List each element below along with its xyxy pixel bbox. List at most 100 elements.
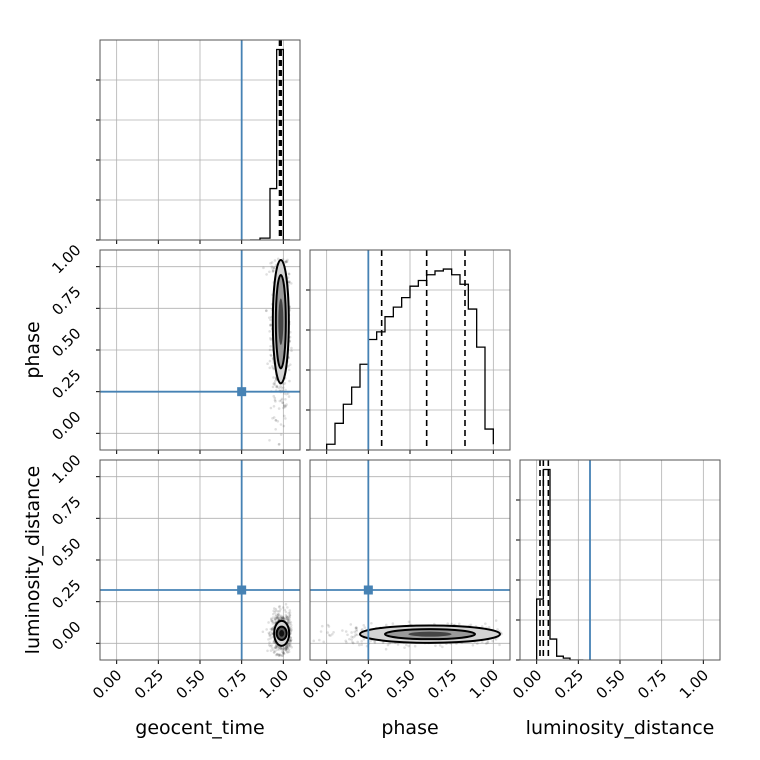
scatter-point bbox=[270, 365, 274, 368]
scatter-point bbox=[288, 622, 292, 625]
scatter-point bbox=[282, 406, 285, 410]
scatter-point bbox=[276, 614, 280, 617]
scatter-point bbox=[285, 650, 289, 653]
scatter-point bbox=[283, 608, 287, 612]
scatter-point bbox=[272, 612, 275, 616]
scatter-point bbox=[280, 616, 283, 620]
truth-marker bbox=[237, 585, 247, 595]
scatter-point bbox=[286, 606, 289, 609]
scatter-point bbox=[276, 648, 279, 651]
scatter-point bbox=[269, 336, 272, 340]
scatter-point bbox=[288, 639, 292, 642]
scatter-point bbox=[276, 610, 280, 613]
scatter-point bbox=[269, 323, 272, 326]
scatter-point bbox=[273, 618, 277, 622]
scatter-point bbox=[271, 635, 274, 639]
scatter-point bbox=[290, 628, 293, 631]
scatter-point bbox=[496, 628, 499, 631]
scatter-point bbox=[269, 617, 273, 620]
scatter-point bbox=[273, 381, 276, 385]
scatter-point bbox=[269, 318, 272, 322]
panel-luminosity_distance-luminosity_distance: 0.00 0.25 0.50 0.75 1.00 bbox=[509, 459, 721, 702]
scatter-point bbox=[288, 640, 292, 643]
scatter-point bbox=[381, 641, 385, 644]
scatter-point bbox=[329, 634, 332, 637]
panel-frame bbox=[99, 459, 301, 661]
scatter-point bbox=[274, 615, 277, 618]
panel-frame bbox=[519, 459, 721, 661]
scatter-point bbox=[286, 618, 290, 622]
scatter-point bbox=[269, 323, 273, 327]
scatter-point bbox=[405, 643, 408, 647]
scatter-point bbox=[271, 269, 275, 272]
scatter-point bbox=[494, 638, 498, 641]
scatter-point bbox=[270, 626, 274, 630]
scatter-point bbox=[280, 648, 284, 651]
x-tick-label: 1.00 bbox=[256, 666, 292, 702]
x-tick-label: 0.25 bbox=[551, 666, 587, 702]
scatter-point bbox=[277, 617, 281, 620]
scatter-point bbox=[272, 651, 276, 654]
scatter-point bbox=[285, 392, 288, 396]
scatter-point bbox=[360, 639, 363, 643]
scatter-point bbox=[289, 639, 292, 642]
scatter-point bbox=[280, 646, 284, 650]
scatter-point bbox=[268, 366, 272, 370]
scatter-point bbox=[283, 618, 287, 621]
y-tick-label: 1.00 bbox=[48, 241, 84, 277]
scatter-point bbox=[274, 609, 278, 613]
scatter-point bbox=[350, 638, 353, 641]
scatter-point bbox=[275, 617, 279, 620]
scatter-point bbox=[279, 423, 283, 426]
scatter-point bbox=[273, 396, 277, 400]
scatter-point bbox=[350, 635, 353, 639]
scatter-point bbox=[480, 640, 484, 644]
scatter-point bbox=[262, 266, 265, 270]
xlabel-geocent-time: geocent_time bbox=[135, 717, 264, 739]
scatter-point bbox=[261, 630, 265, 634]
scatter-point bbox=[267, 631, 271, 635]
scatter-point bbox=[274, 427, 277, 431]
scatter-point bbox=[283, 392, 286, 395]
scatter-point bbox=[277, 646, 281, 649]
x-tick-label: 0.75 bbox=[634, 666, 670, 702]
x-tick-label: 1.00 bbox=[466, 666, 502, 702]
truth-marker bbox=[363, 585, 373, 595]
scatter-point bbox=[290, 645, 293, 649]
scatter-point bbox=[284, 646, 287, 650]
scatter-point bbox=[271, 628, 274, 632]
scatter-point bbox=[273, 617, 277, 621]
scatter-point bbox=[288, 609, 292, 612]
x-tick-label: 0.75 bbox=[424, 666, 460, 702]
scatter-point bbox=[287, 644, 290, 647]
scatter-point bbox=[270, 644, 273, 647]
scatter-point bbox=[283, 646, 287, 650]
scatter-point bbox=[287, 368, 291, 372]
scatter-point bbox=[279, 614, 282, 617]
scatter-point bbox=[269, 344, 272, 348]
x-tick-label: 0.75 bbox=[214, 666, 250, 702]
scatter-point bbox=[283, 382, 287, 385]
scatter-point bbox=[276, 616, 280, 619]
scatter-point bbox=[498, 643, 501, 647]
x-tick-label: 0.50 bbox=[172, 666, 208, 702]
scatter-point bbox=[476, 642, 479, 645]
scatter-point bbox=[284, 617, 288, 620]
scatter-point bbox=[276, 257, 280, 261]
scatter-point bbox=[384, 647, 388, 651]
scatter-point bbox=[273, 266, 276, 270]
scatter-point bbox=[268, 330, 271, 333]
scatter-point bbox=[268, 634, 272, 638]
scatter-point bbox=[355, 628, 358, 631]
y-tick-label: 0.75 bbox=[48, 493, 84, 529]
x-tick-label: 1.00 bbox=[676, 666, 712, 702]
scatter-point bbox=[281, 401, 284, 404]
scatter-point bbox=[438, 644, 442, 647]
scatter-point bbox=[282, 651, 285, 654]
scatter-point bbox=[276, 645, 280, 648]
scatter-point bbox=[279, 399, 283, 402]
scatter-point bbox=[288, 280, 291, 284]
scatter-point bbox=[391, 622, 395, 625]
scatter-point bbox=[275, 385, 278, 389]
scatter-point bbox=[341, 629, 344, 632]
